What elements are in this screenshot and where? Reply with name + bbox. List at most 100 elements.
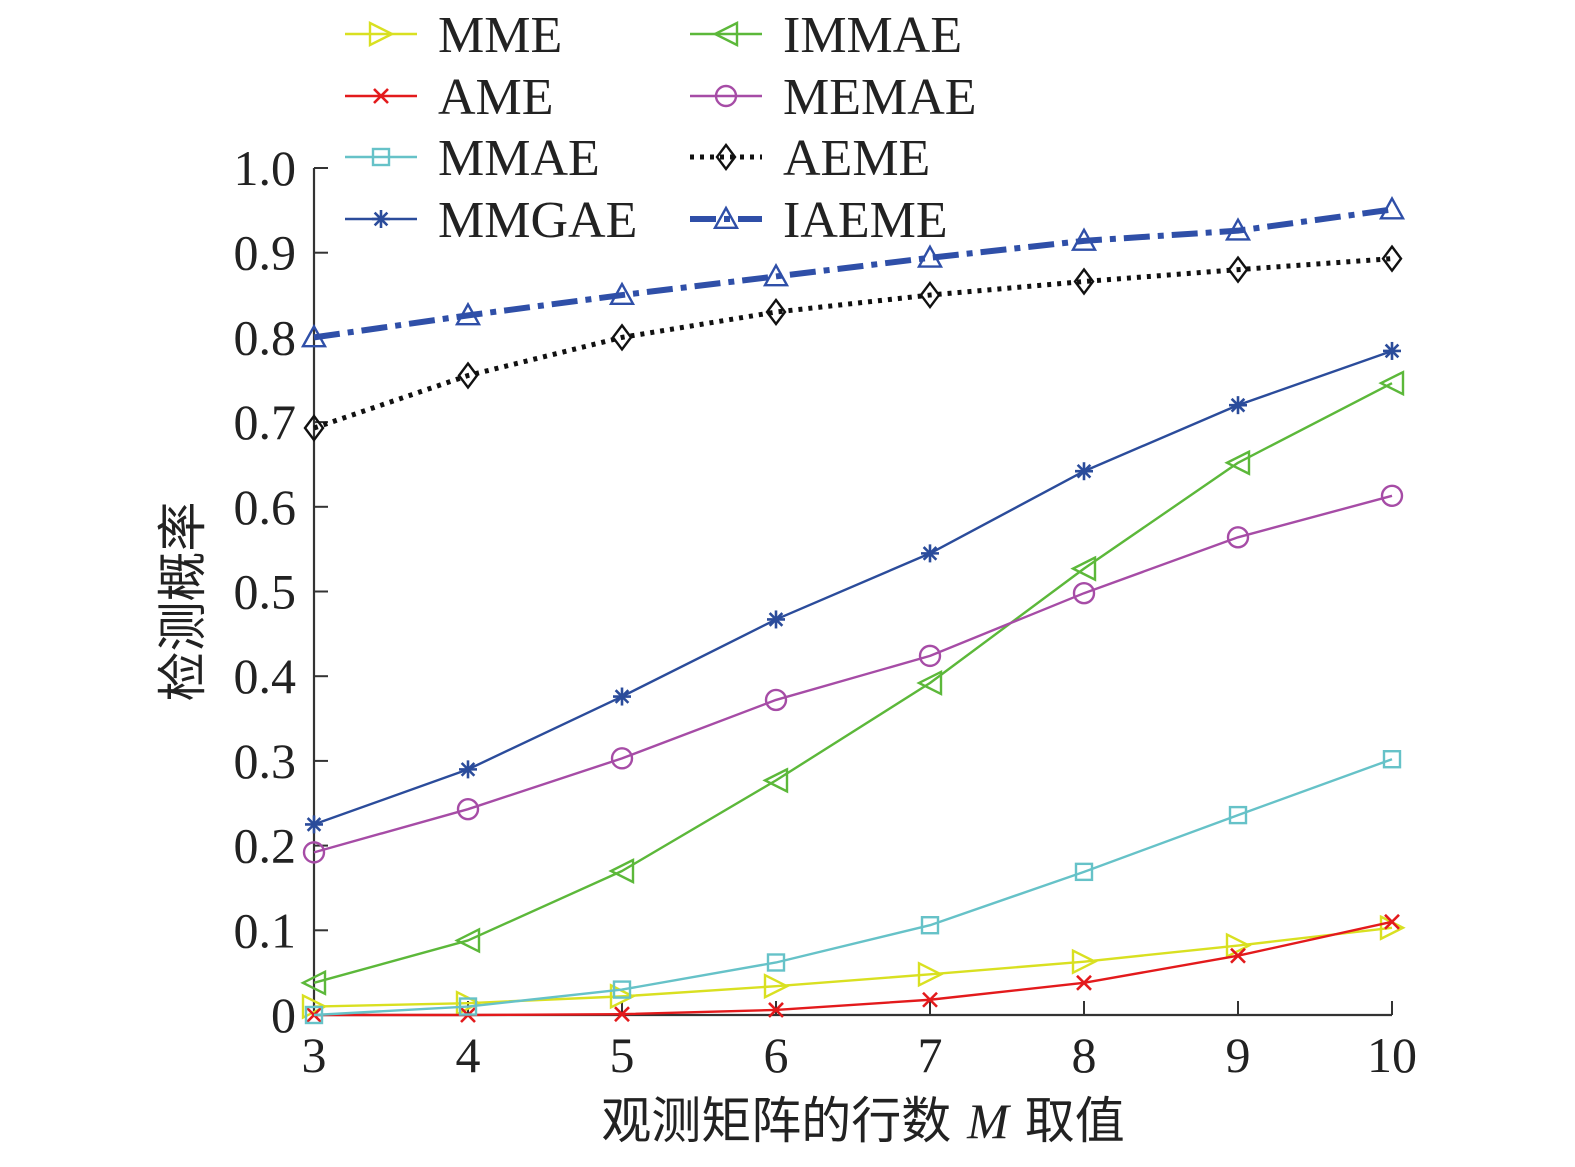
series-line-ame <box>314 920 1393 1017</box>
legend-label-memae: MEMAE <box>783 69 977 126</box>
data-point-mme <box>609 983 636 1010</box>
legend-marker-ame <box>373 88 389 104</box>
data-point-mme <box>763 973 790 1000</box>
data-point-immae <box>1224 449 1251 476</box>
legend-label-ame: AME <box>438 69 554 126</box>
data-point-immae <box>1070 555 1097 582</box>
y-tick-label: 0.7 <box>234 394 297 450</box>
series-aeme <box>303 244 1403 443</box>
legend-item-ame: AME <box>345 69 554 126</box>
data-point-memae <box>302 841 326 864</box>
legend-marker-aeme <box>715 143 737 171</box>
y-tick-label: 0.5 <box>234 564 297 620</box>
x-tick-label: 9 <box>1226 1027 1251 1083</box>
data-point-ame <box>768 1001 784 1018</box>
x-axis-title-suffix: 取值 <box>1009 1092 1125 1150</box>
legend-marker-immae <box>712 21 739 47</box>
data-point-mmae <box>920 916 940 935</box>
data-point-mmae <box>766 953 786 972</box>
series-line-iaeme <box>313 206 1393 341</box>
data-point-memae <box>610 747 634 770</box>
legend-marker-mmae <box>371 147 391 167</box>
data-point-aeme <box>1073 267 1095 296</box>
data-point-aeme <box>611 323 633 352</box>
data-point-iaeme <box>1224 217 1252 241</box>
data-point-mme <box>301 993 328 1020</box>
data-point-immae <box>454 927 481 954</box>
data-point-immae <box>300 969 327 996</box>
x-axis-title: 观测矩阵的行数 M 取值 <box>601 1092 1124 1150</box>
legend-item-mme: MME <box>345 7 562 64</box>
data-point-mmae <box>304 1005 324 1025</box>
x-axis-title-variable: M <box>966 1093 1011 1149</box>
data-point-memae <box>456 797 480 821</box>
series-iaeme <box>300 196 1406 348</box>
legend-item-memae: MEMAE <box>690 69 977 126</box>
x-tick-label: 10 <box>1367 1027 1417 1083</box>
data-point-memae <box>918 644 942 668</box>
legend-marker-mmgae <box>372 210 390 228</box>
data-point-immae <box>762 767 789 794</box>
data-point-iaeme <box>454 301 482 326</box>
legend-label-mme: MME <box>438 7 562 64</box>
data-point-ame <box>1076 974 1092 991</box>
data-point-aeme <box>457 361 479 390</box>
data-point-mmgae <box>459 760 477 779</box>
series-line-mme <box>313 926 1393 1008</box>
data-point-iaeme <box>762 262 790 287</box>
x-tick-label: 3 <box>302 1027 327 1083</box>
y-tick-label: 0.2 <box>234 818 297 874</box>
data-point-mmgae <box>921 544 939 563</box>
data-point-mmae <box>1228 805 1248 825</box>
legend-item-mmgae: MMGAE <box>345 192 637 249</box>
x-tick-label: 4 <box>456 1027 481 1083</box>
series-line-mmgae <box>313 349 1393 826</box>
data-point-mme <box>1225 932 1252 959</box>
series-mmgae <box>305 341 1401 834</box>
data-point-mmgae <box>767 610 785 629</box>
data-point-mmgae <box>1075 462 1093 481</box>
data-point-aeme <box>1227 255 1249 284</box>
series-line-memae <box>313 494 1393 854</box>
x-axis-title-prefix: 观测矩阵的行数 <box>601 1092 967 1150</box>
data-point-aeme <box>1381 244 1403 273</box>
y-tick-label: 0.3 <box>234 733 297 789</box>
series-mme <box>301 914 1406 1020</box>
y-tick-label: 0 <box>271 987 296 1043</box>
axis-labels: 观测矩阵的行数 M 取值 检测概率 <box>154 502 1125 1151</box>
legend-label-aeme: AEME <box>783 130 930 187</box>
legend-item-immae: IMMAE <box>690 7 962 64</box>
y-tick-label: 0.8 <box>234 309 297 365</box>
data-point-mmgae <box>613 687 631 706</box>
x-tick-label: 8 <box>1072 1027 1097 1083</box>
data-point-memae <box>764 688 788 712</box>
data-point-mmgae <box>1229 396 1247 415</box>
data-point-immae <box>608 858 635 884</box>
data-point-iaeme <box>916 244 944 268</box>
y-tick-label: 0.6 <box>234 479 297 535</box>
legend-marker-memae <box>714 84 738 108</box>
data-point-memae <box>1226 526 1250 549</box>
legend-item-mmae: MMAE <box>345 130 600 187</box>
data-point-ame <box>1230 947 1246 964</box>
data-point-mmae <box>1382 750 1402 769</box>
data-point-iaeme <box>1070 227 1098 251</box>
data-point-memae <box>1072 581 1096 605</box>
data-point-aeme <box>765 297 787 326</box>
legend-label-immae: IMMAE <box>783 7 962 64</box>
data-point-ame <box>1384 913 1400 930</box>
series-line-mmae <box>313 758 1393 1017</box>
data-point-iaeme <box>608 281 636 306</box>
series-line-immae <box>313 382 1393 984</box>
x-tick-label: 5 <box>610 1027 635 1083</box>
y-tick-label: 0.9 <box>234 225 297 281</box>
legend-marker-mme <box>368 21 395 47</box>
y-tick-label: 0.1 <box>234 902 297 958</box>
data-point-mmae <box>458 997 478 1016</box>
x-tick-label: 7 <box>918 1027 943 1083</box>
series-ame <box>306 913 1400 1023</box>
series-memae <box>302 484 1404 864</box>
data-point-mmgae <box>305 815 323 834</box>
data-point-iaeme <box>1378 196 1406 220</box>
